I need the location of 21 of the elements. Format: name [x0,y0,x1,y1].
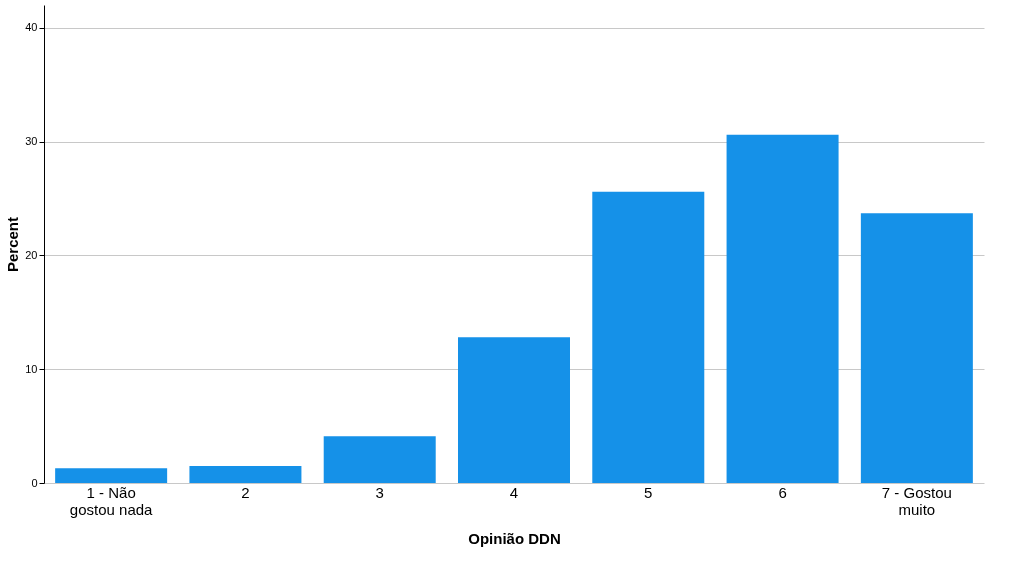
y-tick-label: 30 [25,135,38,148]
bar [458,337,570,483]
bar [55,468,168,483]
x-tick-label: 6 [778,483,787,501]
y-tick-label: 0 [31,476,38,489]
x-tick-label: 5 [644,483,653,501]
y-tick-label: 20 [25,248,38,261]
bar [323,436,436,483]
x-axis-title: Opinião DDN [468,529,561,547]
x-tick-label: 2 [241,483,250,501]
y-tick-label: 40 [25,21,38,34]
bar [726,134,839,483]
x-tick-label: 3 [375,483,384,501]
bar [189,465,302,483]
x-tick-label: 4 [509,483,519,501]
x-tick-label: 1 - Não gostou nada [69,483,154,518]
y-axis-title: Percent [4,216,22,273]
bar [592,191,705,483]
y-tick-label: 10 [25,362,38,375]
x-tick-label: 7 - Gostou muito [881,483,952,518]
bar [860,213,973,483]
